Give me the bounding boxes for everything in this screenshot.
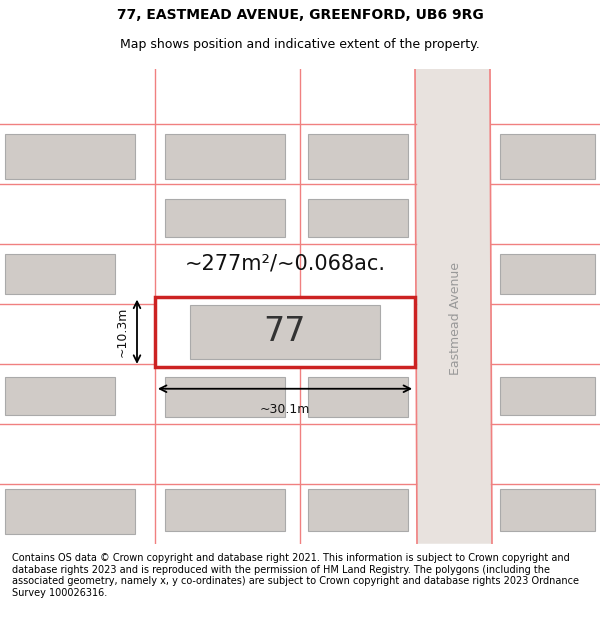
Bar [155,297,415,367]
Bar [308,377,408,417]
Bar [165,134,285,179]
Text: Contains OS data © Crown copyright and database right 2021. This information is : Contains OS data © Crown copyright and d… [12,553,579,598]
Text: ~10.3m: ~10.3m [116,306,129,357]
Text: Map shows position and indicative extent of the property.: Map shows position and indicative extent… [120,38,480,51]
Text: ~30.1m: ~30.1m [260,402,310,416]
Text: Eastmead Avenue: Eastmead Avenue [449,262,462,375]
Bar [308,134,408,179]
Bar [5,489,135,534]
Bar [500,489,595,531]
Text: ~277m²/~0.068ac.: ~277m²/~0.068ac. [185,254,386,274]
Bar [165,489,285,531]
Bar [500,377,595,415]
Bar [165,199,285,237]
Bar [500,134,595,179]
Bar [190,305,380,359]
Bar [308,199,408,237]
Bar [5,254,115,294]
Polygon shape [415,69,492,544]
Bar [165,377,285,417]
Bar [308,489,408,531]
Text: 77, EASTMEAD AVENUE, GREENFORD, UB6 9RG: 77, EASTMEAD AVENUE, GREENFORD, UB6 9RG [116,8,484,22]
Bar [5,377,115,415]
Bar [500,254,595,294]
Bar [5,134,135,179]
Text: 77: 77 [264,315,306,348]
